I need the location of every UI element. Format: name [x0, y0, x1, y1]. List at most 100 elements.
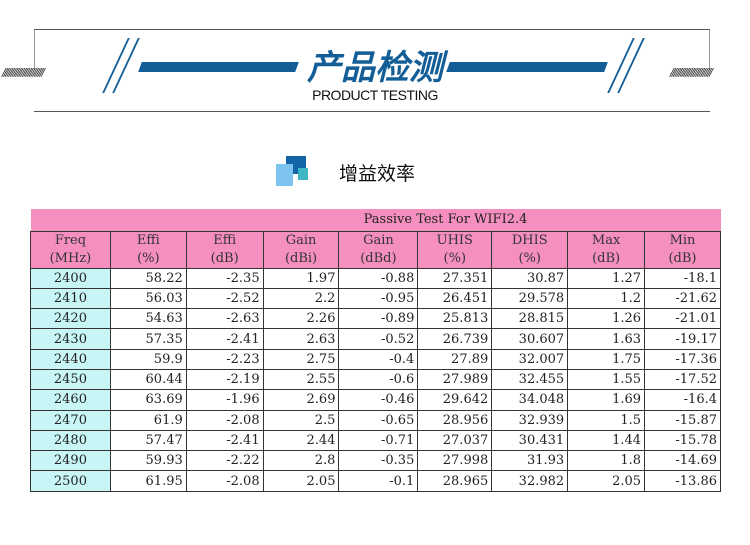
table-cell: 34.048: [491, 389, 569, 411]
table-caption: Passive Test For WIFI2.4: [30, 209, 721, 231]
table-cell: 2.75: [262, 348, 340, 370]
table-cell: 2.55: [262, 368, 340, 391]
table-cell: 1.55: [567, 368, 646, 391]
section-title: 增益效率: [339, 163, 416, 185]
banner-subtitle: PRODUCT TESTING: [312, 87, 438, 103]
table-cell: 57.47: [109, 429, 187, 452]
table-cell: -0.6: [338, 368, 419, 391]
table-cell: 1.97: [262, 267, 340, 289]
table-cell: 60.44: [109, 368, 187, 391]
table-cell: -17.52: [644, 368, 721, 391]
table-cell: 30.87: [491, 267, 569, 289]
table-cell: 31.93: [491, 450, 569, 472]
passive-test-table: Passive Test For WIFI2.4 Freq (MHz) Effi (%)…: [30, 209, 721, 492]
table-cell: 26.451: [417, 287, 493, 310]
table-cell: -2.63: [185, 308, 264, 330]
table-cell: 30.607: [491, 328, 569, 350]
banner-title: 产品检测: [307, 48, 443, 88]
table-row: 2460 63.69 -1.96 2.69 -0.46 29.642 34.048 1.69-…: [30, 389, 721, 411]
freq-cell: 2460: [30, 389, 111, 411]
table-cell: -2.52: [185, 287, 264, 310]
table-cell: -15.78: [644, 429, 721, 452]
hatch-decoration-right: ////////////////////////: [670, 66, 713, 79]
table-cell: 25.813: [417, 308, 493, 330]
freq-cell: 2490: [30, 450, 111, 472]
freq-cell: 2480: [30, 429, 111, 452]
table-cell: -0.88: [338, 267, 419, 289]
freq-cell: 2410: [30, 287, 111, 310]
table-cell: 2.63: [262, 328, 340, 350]
table-cell: -0.35: [338, 450, 419, 472]
header-row: Freq (MHz) Effi (%) Effi (dB) Gain (dBi) Gain (dB…: [30, 230, 721, 269]
table-cell: -0.1: [338, 470, 419, 492]
table-cell: 2.2: [262, 287, 340, 310]
column-header: Max (dB): [567, 230, 646, 269]
table-cell: 57.35: [109, 328, 187, 350]
column-header: Min (dB): [644, 230, 721, 269]
table-row: 2500 61.95 -2.08 2.05 -0.1 28.965 32.982 2.05 -1…: [30, 470, 721, 492]
table-cell: 59.93: [109, 450, 187, 472]
table-cell: 1.2: [567, 287, 646, 310]
table-cell: 58.22: [109, 267, 187, 289]
column-header: Effi (%): [109, 230, 187, 269]
table-cell: 1.63: [567, 328, 646, 350]
table-cell: -2.08: [185, 470, 264, 492]
table-cell: 61.95: [109, 470, 187, 492]
table-cell: 63.69: [109, 389, 187, 411]
table-cell: 2.5: [262, 409, 340, 431]
table-cell: -0.4: [338, 348, 419, 370]
freq-cell: 2450: [30, 368, 111, 391]
table-cell: 30.431: [491, 429, 569, 452]
table-cell: -18.1: [644, 267, 721, 289]
table-cell: 61.9: [109, 409, 187, 431]
table-cell: 2.44: [262, 429, 340, 452]
table-cell: -15.87: [644, 409, 721, 431]
table-cell: 2.05: [567, 470, 646, 492]
table-cell: -0.95: [338, 287, 419, 310]
table-cell: 2.26: [262, 308, 340, 330]
table-cell: 54.63: [109, 308, 187, 330]
table-cell: 32.007: [491, 348, 569, 370]
table-cell: 2.8: [262, 450, 340, 472]
table-cell: -0.65: [338, 409, 419, 431]
table-cell: -2.41: [185, 328, 264, 350]
table-cell: 1.5: [567, 409, 646, 431]
table-cell: -2.08: [185, 409, 264, 431]
table-cell: 29.642: [417, 389, 493, 411]
table-cell: 28.815: [491, 308, 569, 330]
table-cell: -2.35: [185, 267, 264, 289]
table-cell: -21.62: [644, 287, 721, 310]
table-cell: 32.939: [491, 409, 569, 431]
column-header: DHIS (%): [491, 230, 569, 269]
stacked-squares-icon: [276, 156, 308, 186]
table-row: 2420 54.63 -2.63 2.26 -0.89 25.813 28.815 1.26-…: [30, 308, 721, 330]
table-cell: -0.89: [338, 308, 419, 330]
table-cell: 27.89: [417, 348, 493, 370]
table-row: 2400 58.22 -2.35 1.97 -0.88 27.351 30.87 1.27 -1…: [30, 267, 721, 289]
hatch-decoration-left: ////////////////////////: [2, 66, 45, 79]
table-row: 2450 60.44 -2.19 2.55 -0.6 27.989 32.455 1.55 -1…: [30, 368, 721, 391]
table-cell: -2.22: [185, 450, 264, 472]
table-cell: -2.19: [185, 368, 264, 391]
table-cell: 1.44: [567, 429, 646, 452]
table-cell: -21.01: [644, 308, 721, 330]
table-cell: 1.75: [567, 348, 646, 370]
table-cell: 28.956: [417, 409, 493, 431]
freq-cell: 2440: [30, 348, 111, 370]
table-row: 2480 57.47 -2.41 2.44 -0.71 27.037 30.431 1.44-…: [30, 429, 721, 452]
table-cell: 2.05: [262, 470, 340, 492]
table-row: 2440 59.9 -2.23 2.75 -0.4 27.89 32.007 1.75 -17.…: [30, 348, 721, 370]
table-cell: 32.455: [491, 368, 569, 391]
table-cell: 27.998: [417, 450, 493, 472]
table-cell: 32.982: [491, 470, 569, 492]
freq-cell: 2430: [30, 328, 111, 350]
table-cell: 1.69: [567, 389, 646, 411]
column-header: Gain (dBd): [338, 230, 419, 269]
column-header: Freq (MHz): [30, 230, 111, 269]
table-cell: -0.71: [338, 429, 419, 452]
table-row: 2490 59.93 -2.22 2.8 -0.35 27.998 31.93 1.8 -14.…: [30, 450, 721, 472]
table-cell: 1.8: [567, 450, 646, 472]
table-cell: 56.03: [109, 287, 187, 310]
table-cell: 2.69: [262, 389, 340, 411]
table-cell: -13.86: [644, 470, 721, 492]
